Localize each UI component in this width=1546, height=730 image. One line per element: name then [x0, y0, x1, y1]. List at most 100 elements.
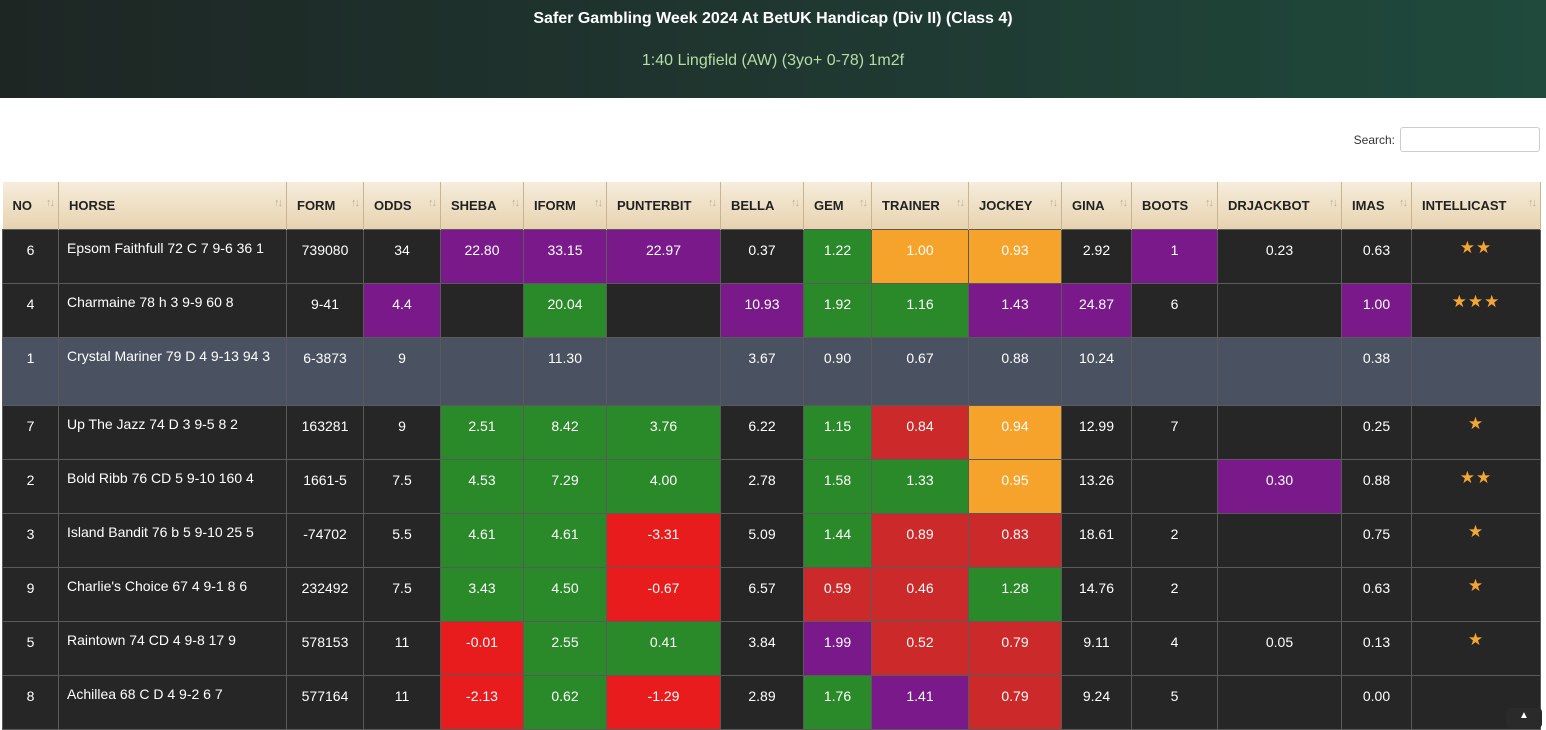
- header-row: NO↑↓ HORSE↑↓ FORM↑↓ ODDS↑↓ SHEBA↑↓ IFORM…: [3, 182, 1541, 229]
- cell-odds: 11: [364, 675, 441, 729]
- cell-boots: [1132, 459, 1218, 513]
- col-header-horse[interactable]: HORSE↑↓: [59, 182, 287, 229]
- cell-no: 3: [3, 513, 59, 567]
- col-header-odds[interactable]: ODDS↑↓: [364, 182, 441, 229]
- cell-sheba: 2.51: [441, 405, 524, 459]
- col-header-drjackbot[interactable]: DRJACKBOT↑↓: [1218, 182, 1342, 229]
- col-header-label: DRJACKBOT: [1228, 198, 1310, 213]
- cell-odds: 9: [364, 337, 441, 405]
- col-header-intellicast[interactable]: INTELLICAST↑↓: [1412, 182, 1541, 229]
- sort-icon: ↑↓: [1049, 197, 1056, 209]
- cell-gina: 13.26: [1062, 459, 1132, 513]
- table-row-highlighted[interactable]: 1 Crystal Mariner 79 D 4 9-13 94 3 6-387…: [3, 337, 1541, 405]
- cell-drjackbot: 0.30: [1218, 459, 1342, 513]
- table-row: 8 Achillea 68 C D 4 9-2 6 7 577164 11 -2…: [3, 675, 1541, 729]
- cell-punterbit: 3.76: [607, 405, 721, 459]
- cell-odds: 9: [364, 405, 441, 459]
- col-header-label: FORM: [297, 198, 335, 213]
- sort-icon: ↑↓: [1399, 197, 1406, 209]
- cell-imas: 0.00: [1342, 675, 1412, 729]
- cell-no: 6: [3, 229, 59, 283]
- col-header-label: SHEBA: [451, 198, 497, 213]
- col-header-label: IFORM: [534, 198, 576, 213]
- cell-drjackbot: [1218, 513, 1342, 567]
- cell-drjackbot: 0.05: [1218, 621, 1342, 675]
- cell-jockey: 1.43: [969, 283, 1062, 337]
- cell-form: 9-41: [287, 283, 364, 337]
- cell-jockey: 0.79: [969, 621, 1062, 675]
- cell-bella: 3.67: [721, 337, 804, 405]
- col-header-label: BELLA: [731, 198, 774, 213]
- col-header-gina[interactable]: GINA↑↓: [1062, 182, 1132, 229]
- cell-jockey: 0.79: [969, 675, 1062, 729]
- sort-icon: ↑↓: [351, 197, 358, 209]
- cell-gem: 1.99: [804, 621, 872, 675]
- cell-bella: 0.37: [721, 229, 804, 283]
- col-header-iform[interactable]: IFORM↑↓: [524, 182, 607, 229]
- cell-punterbit: -1.29: [607, 675, 721, 729]
- cell-punterbit: -0.67: [607, 567, 721, 621]
- col-header-imas[interactable]: IMAS ↑↓: [1342, 182, 1412, 229]
- cell-punterbit: -3.31: [607, 513, 721, 567]
- cell-boots: 6: [1132, 283, 1218, 337]
- cell-form: 163281: [287, 405, 364, 459]
- cell-intellicast-stars: ★: [1412, 567, 1541, 621]
- cell-imas: 0.63: [1342, 229, 1412, 283]
- sort-icon: ↑↓: [46, 197, 53, 209]
- col-header-sheba[interactable]: SHEBA↑↓: [441, 182, 524, 229]
- cell-punterbit: [607, 283, 721, 337]
- cell-boots: 1: [1132, 229, 1218, 283]
- cell-trainer: 1.00: [872, 229, 969, 283]
- col-header-label: INTELLICAST: [1422, 198, 1507, 213]
- cell-sheba: 22.80: [441, 229, 524, 283]
- table-row: 6 Epsom Faithfull 72 C 7 9-6 36 1 739080…: [3, 229, 1541, 283]
- cell-no: 1: [3, 337, 59, 405]
- table-row: 4 Charmaine 78 h 3 9-9 60 8 9-41 4.4 20.…: [3, 283, 1541, 337]
- cell-imas: 0.75: [1342, 513, 1412, 567]
- col-header-no[interactable]: NO↑↓: [3, 182, 59, 229]
- cell-trainer: 0.84: [872, 405, 969, 459]
- cell-boots: 7: [1132, 405, 1218, 459]
- cell-gina: 18.61: [1062, 513, 1132, 567]
- cell-boots: [1132, 337, 1218, 405]
- cell-form: 577164: [287, 675, 364, 729]
- col-header-boots[interactable]: BOOTS↑↓: [1132, 182, 1218, 229]
- col-header-jockey[interactable]: JOCKEY↑↓: [969, 182, 1062, 229]
- cell-sheba: 4.53: [441, 459, 524, 513]
- search-input[interactable]: [1400, 127, 1540, 152]
- cell-form: 232492: [287, 567, 364, 621]
- cell-drjackbot: 0.23: [1218, 229, 1342, 283]
- cell-trainer: 1.16: [872, 283, 969, 337]
- cell-jockey: 0.94: [969, 405, 1062, 459]
- col-header-label: HORSE: [69, 198, 115, 213]
- col-header-gem[interactable]: GEM↑↓: [804, 182, 872, 229]
- col-header-trainer[interactable]: TRAINER↑↓: [872, 182, 969, 229]
- col-header-punterbit[interactable]: PUNTERBIT↑↓: [607, 182, 721, 229]
- cell-sheba: -2.13: [441, 675, 524, 729]
- race-title: Safer Gambling Week 2024 At BetUK Handic…: [0, 10, 1546, 28]
- col-header-label: BOOTS: [1142, 198, 1188, 213]
- cell-trainer: 0.52: [872, 621, 969, 675]
- cell-sheba: [441, 283, 524, 337]
- cell-gem: 1.22: [804, 229, 872, 283]
- col-header-label: ODDS: [374, 198, 412, 213]
- cell-intellicast-stars: ★★★: [1412, 283, 1541, 337]
- col-header-form[interactable]: FORM ↑↓: [287, 182, 364, 229]
- cell-horse: Crystal Mariner 79 D 4 9-13 94 3: [59, 337, 287, 405]
- cell-bella: 2.89: [721, 675, 804, 729]
- cell-no: 7: [3, 405, 59, 459]
- cell-punterbit: 0.41: [607, 621, 721, 675]
- col-header-label: IMAS: [1352, 198, 1385, 213]
- cell-bella: 5.09: [721, 513, 804, 567]
- col-header-label: TRAINER: [882, 198, 940, 213]
- cell-gina: 9.24: [1062, 675, 1132, 729]
- table-row: 5 Raintown 74 CD 4 9-8 17 9 578153 11 -0…: [3, 621, 1541, 675]
- cell-intellicast-stars: ★★: [1412, 459, 1541, 513]
- cell-punterbit: 22.97: [607, 229, 721, 283]
- cell-intellicast-stars: ★: [1412, 621, 1541, 675]
- cell-form: 578153: [287, 621, 364, 675]
- col-header-bella[interactable]: BELLA↑↓: [721, 182, 804, 229]
- cell-odds: 4.4: [364, 283, 441, 337]
- scroll-to-top-button[interactable]: ▲: [1506, 708, 1542, 728]
- cell-iform: 8.42: [524, 405, 607, 459]
